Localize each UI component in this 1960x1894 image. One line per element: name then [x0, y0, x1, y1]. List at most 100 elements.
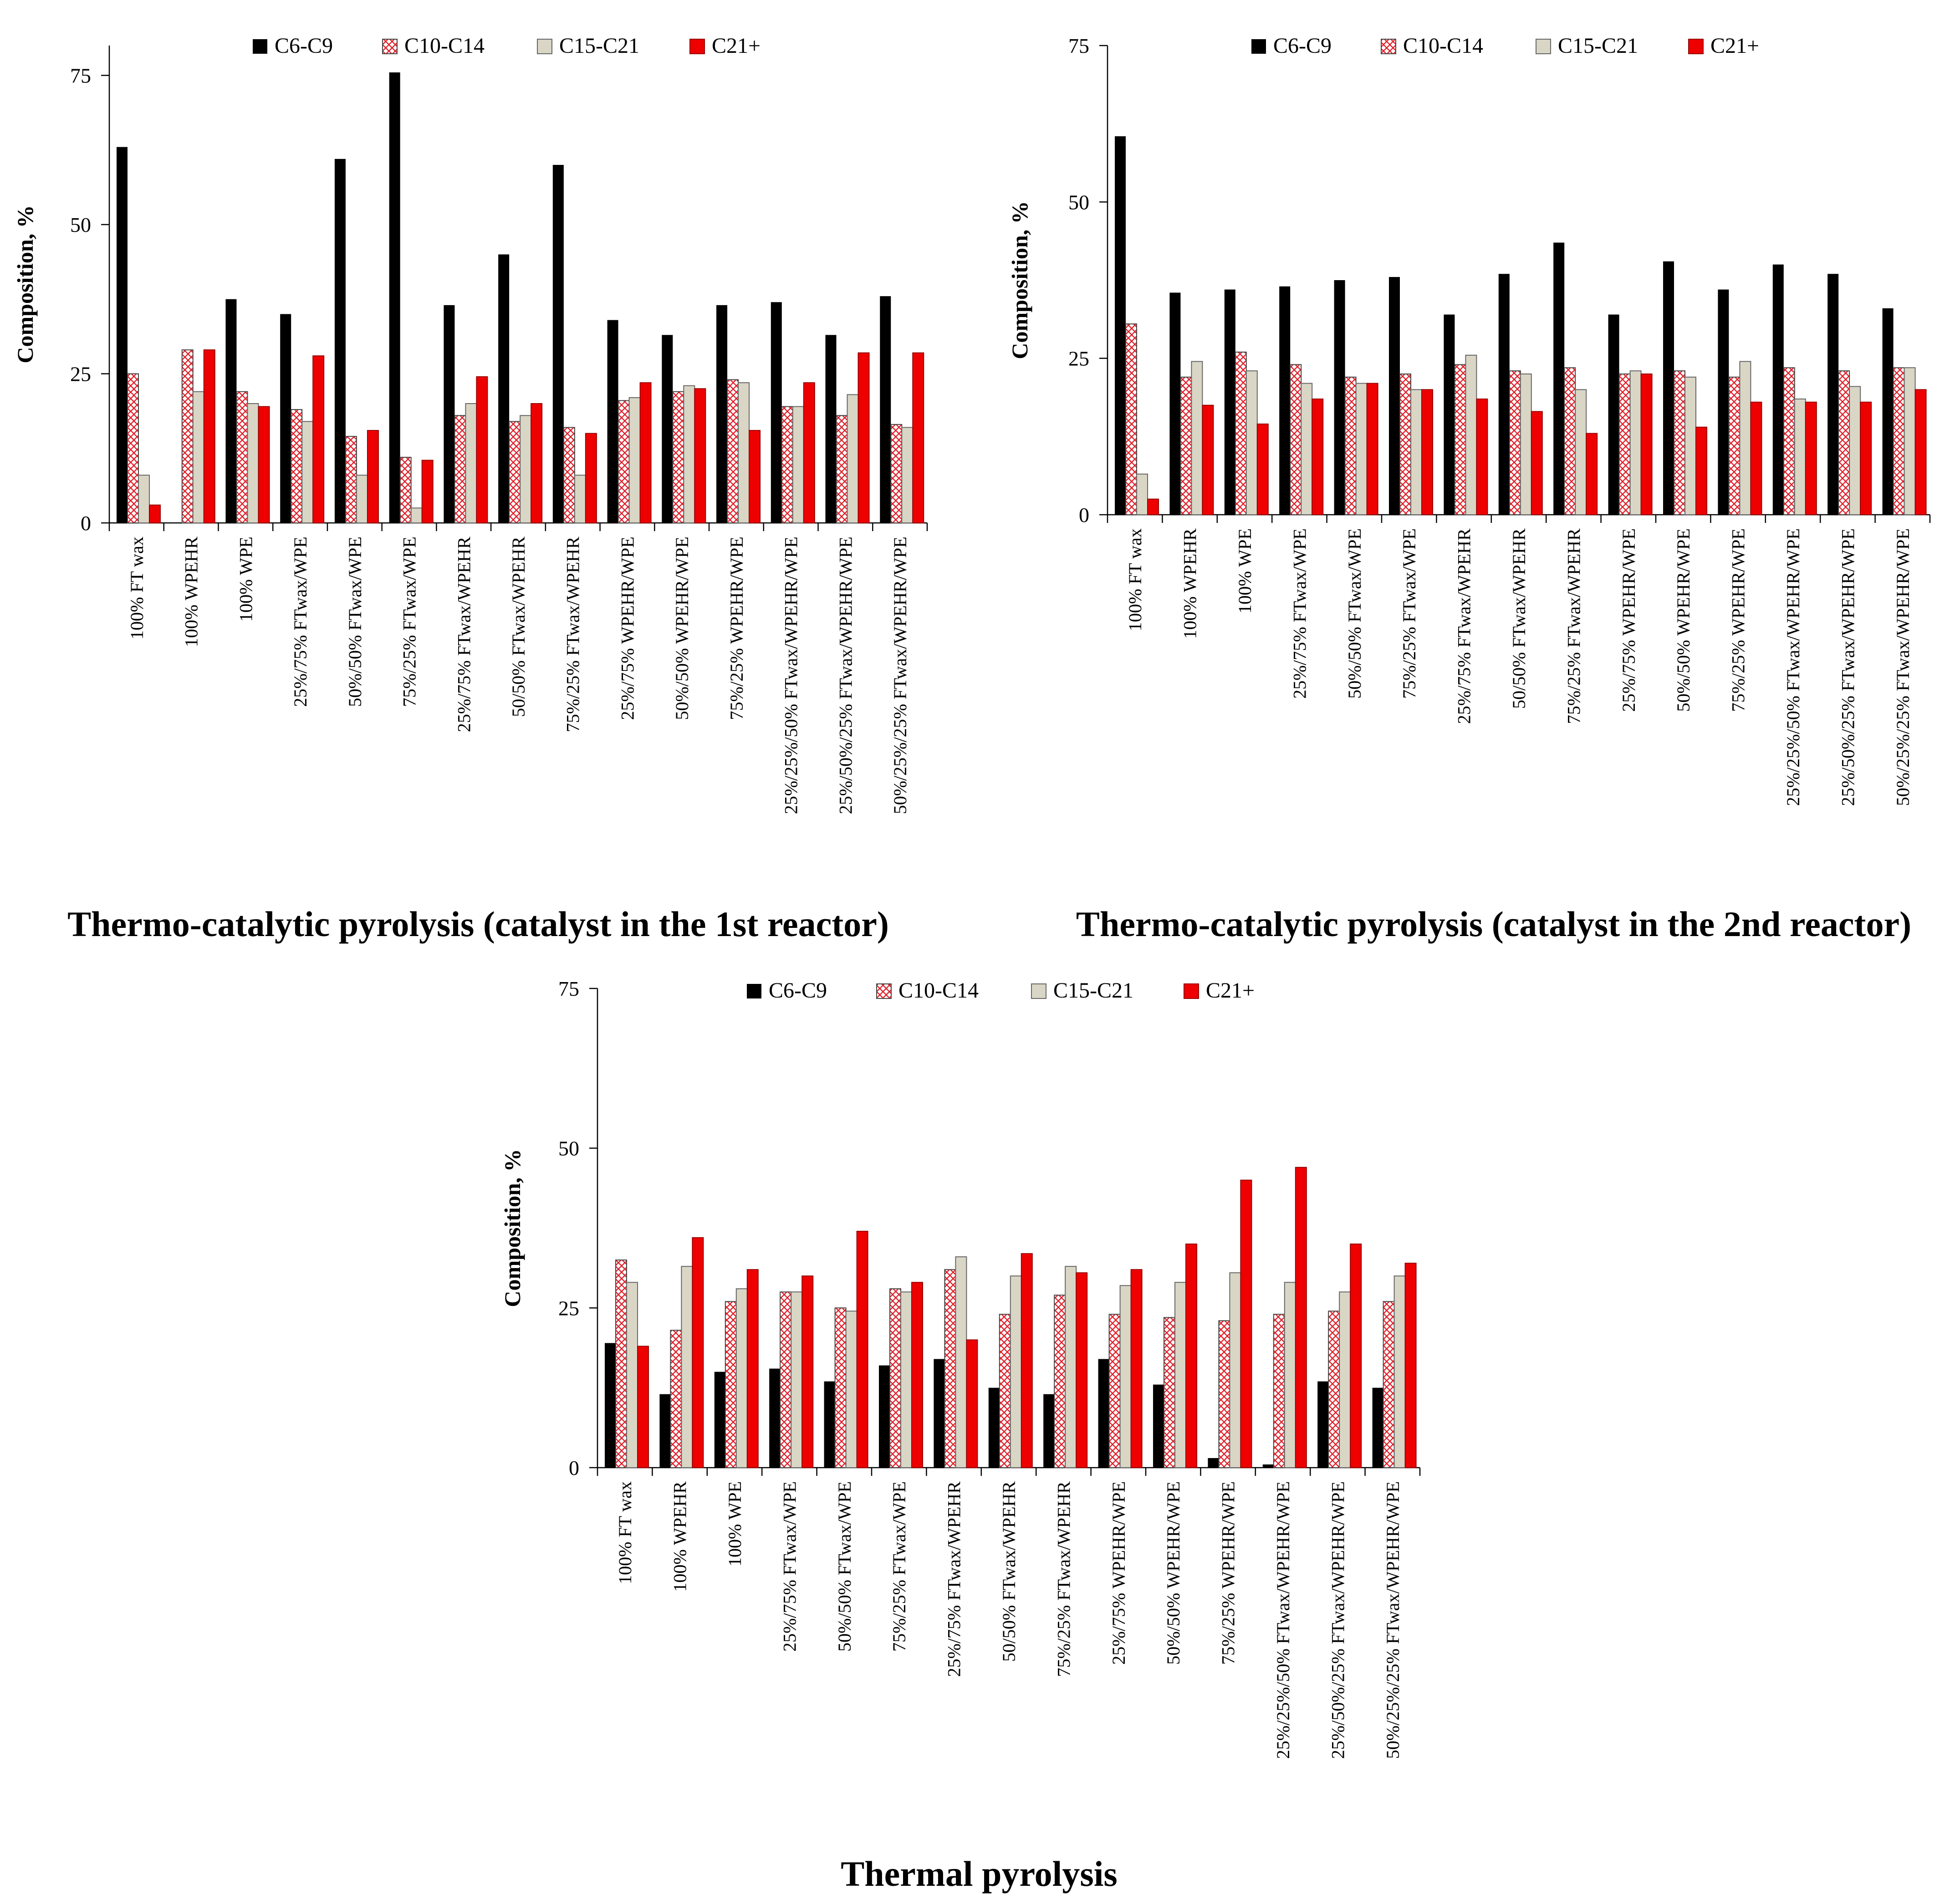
bar-c10-c14	[127, 373, 139, 523]
bar-c15-c21	[683, 385, 695, 523]
bar-c21-plus	[476, 376, 488, 523]
chart-title: Thermal pyrolysis	[841, 1854, 1117, 1894]
bar-c21-plus	[966, 1339, 978, 1468]
bar-c10-c14	[1344, 376, 1357, 515]
y-tick-label: 0	[81, 512, 91, 535]
bar-c15-c21	[847, 394, 859, 523]
bar-c6-c9	[280, 314, 291, 523]
bar-c21-plus	[421, 460, 434, 524]
x-tick-label: 50%/25%/25% FTwax/WPEHR/WPE	[890, 537, 910, 814]
y-tick-label: 25	[70, 363, 91, 386]
legend-swatch	[1251, 39, 1266, 54]
bar-c21-plus	[1256, 423, 1269, 515]
legend-item: C10-C14	[382, 34, 485, 58]
x-tick-label: 100% WPE	[235, 537, 256, 622]
bar-c10-c14	[725, 1301, 737, 1468]
legend-label: C10-C14	[1403, 34, 1483, 58]
bar-c6-c9	[1317, 1381, 1329, 1468]
x-tick-label: 75%/25% FTwax/WPE	[889, 1481, 909, 1652]
legend-item: C6-C9	[1251, 34, 1332, 58]
legend-swatch	[1688, 39, 1704, 54]
y-tick-label: 0	[1079, 503, 1089, 527]
bar-c15-c21	[1119, 1285, 1132, 1468]
bar-c15-c21	[1520, 374, 1532, 515]
x-tick-label: 50/50% FTwax/WPEHR	[1509, 528, 1529, 709]
bar-c10-c14	[1290, 364, 1302, 516]
bar-c15-c21	[1355, 383, 1368, 515]
bar-c6-c9	[769, 1368, 781, 1468]
bar-c10-c14	[618, 400, 630, 523]
bar-c15-c21	[1465, 354, 1477, 515]
legend-item: C6-C9	[253, 34, 333, 58]
bar-c6-c9	[1169, 292, 1181, 515]
y-tick-label: 50	[70, 213, 91, 236]
bar-c21-plus	[1130, 1269, 1143, 1468]
bar-c10-c14	[1399, 374, 1411, 515]
bar-c15-c21	[574, 475, 586, 523]
bar-c15-c21	[1575, 389, 1587, 515]
bar-c21-plus	[312, 355, 325, 523]
bar-c15-c21	[792, 406, 804, 523]
legend-label: C21+	[1206, 978, 1255, 1003]
bar-c6-c9	[117, 147, 128, 523]
y-tick-label: 50	[558, 1137, 579, 1160]
x-tick-label: 50%/25%/25% FTwax/WPEHR/WPE	[1893, 528, 1913, 806]
legend-item: C6-C9	[747, 978, 827, 1003]
y-tick-label: 0	[569, 1456, 579, 1479]
bar-c21-plus	[1295, 1167, 1307, 1468]
legend-item: C10-C14	[1381, 34, 1483, 58]
bar-c6-c9	[824, 1381, 835, 1468]
bar-c10-c14	[944, 1269, 956, 1468]
x-tick-label: 50%/50% FTwax/WPE	[345, 537, 365, 707]
x-tick-label: 25%/75% FTwax/WPE	[290, 537, 311, 707]
bar-c10-c14	[836, 415, 848, 524]
bar-c15-c21	[955, 1256, 967, 1469]
bar-c21-plus	[203, 349, 215, 523]
chart-title: Thermo-catalytic pyrolysis (catalyst in …	[1076, 904, 1911, 944]
bar-c6-c9	[662, 335, 673, 523]
bar-c15-c21	[247, 403, 259, 523]
bar-c15-c21	[1136, 473, 1148, 515]
bar-c6-c9	[1553, 242, 1565, 515]
bar-c6-c9	[1208, 1458, 1219, 1468]
bar-c6-c9	[1608, 314, 1619, 515]
bar-c15-c21	[1849, 386, 1861, 515]
bar-c10-c14	[1509, 370, 1521, 516]
x-tick-label: 50%/50% FTwax/WPE	[834, 1481, 855, 1652]
bar-c21-plus	[1805, 401, 1817, 515]
x-tick-label: 75%/25% WPEHR/WPE	[1218, 1481, 1239, 1665]
bar-c21-plus	[585, 433, 597, 523]
bar-c6-c9	[1444, 314, 1455, 515]
x-tick-label: 25%/50%/25% FTwax/WPEHR/WPE	[1327, 1481, 1348, 1759]
legend-item: C21+	[1688, 34, 1759, 58]
bar-c6-c9	[1262, 1464, 1274, 1468]
legend-swatch	[382, 39, 398, 54]
bar-c15-c21	[626, 1282, 638, 1468]
legend: C6-C9 C10-C14 C15-C21 C21+	[747, 978, 1255, 1003]
bar-c10-c14	[672, 391, 684, 523]
bar-c10-c14	[1783, 367, 1795, 515]
x-tick-label: 50/50% FTwax/WPEHR	[508, 537, 529, 717]
bar-c10-c14	[563, 427, 575, 524]
bar-c21-plus	[803, 382, 815, 524]
legend-label: C6-C9	[275, 34, 333, 58]
bar-c10-c14	[1054, 1295, 1066, 1469]
x-tick-label: 100% WPEHR	[1180, 528, 1200, 639]
bar-c6-c9	[1334, 280, 1345, 515]
bar-c6-c9	[389, 72, 400, 523]
bar-c6-c9	[607, 320, 618, 523]
chart-catalyst-1st-reactor: C6-C9 C10-C14 C15-C21 C21+ Composition, % T…	[12, 34, 928, 944]
bar-c10-c14	[1218, 1320, 1230, 1469]
x-tick-label: 25%/75% WPEHR/WPE	[617, 537, 638, 720]
bar-c6-c9	[1498, 274, 1510, 515]
bar-c21-plus	[911, 1282, 923, 1468]
bar-c10-c14	[615, 1259, 627, 1468]
legend-label: C21+	[712, 34, 761, 58]
y-tick-label: 75	[70, 64, 91, 87]
bar-c6-c9	[1224, 289, 1235, 515]
x-tick-label: 75%/25% WPEHR/WPE	[726, 537, 747, 720]
x-tick-label: 100% FT wax	[127, 537, 147, 640]
x-tick-label: 25%/25%/50% FTwax/WPEHR/WPE	[1783, 528, 1803, 806]
bar-c10-c14	[1235, 351, 1247, 516]
bar-c21-plus	[1860, 401, 1872, 515]
